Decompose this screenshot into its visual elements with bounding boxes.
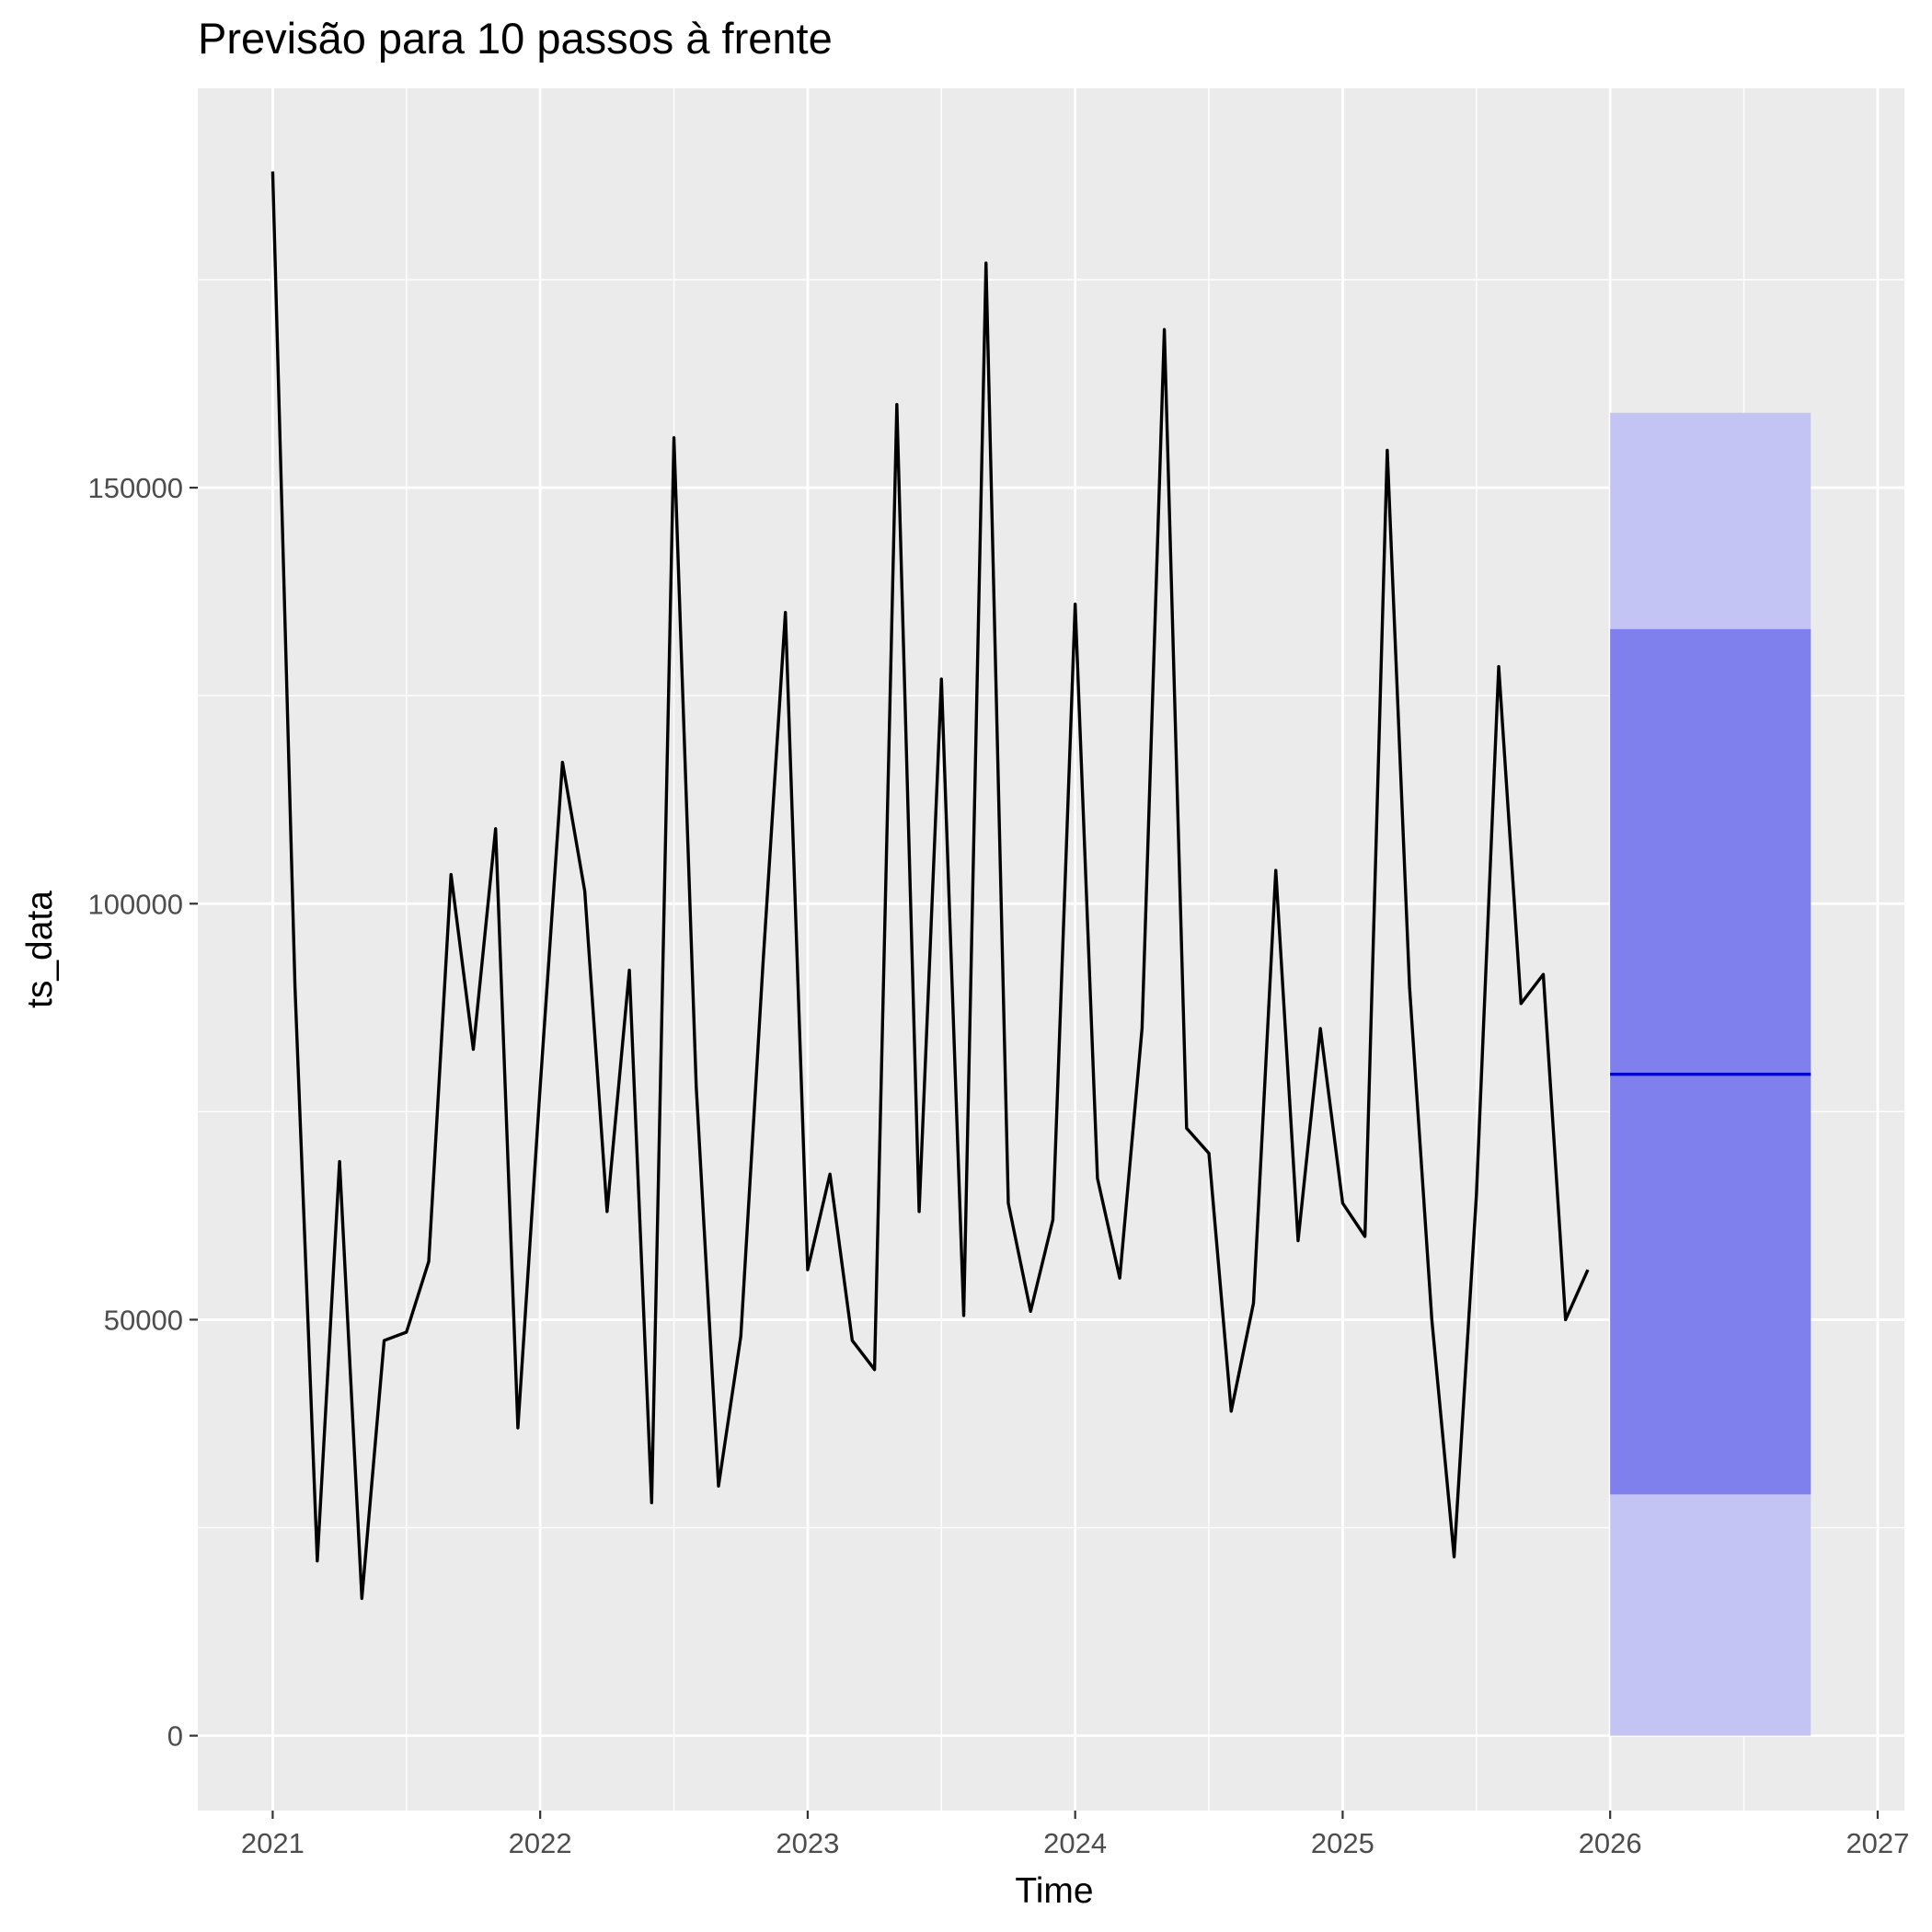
plot-title: Previsão para 10 passos à frente	[198, 14, 833, 63]
x-axis-title: Time	[1015, 1871, 1093, 1911]
x-axis: 2021 2022 2023 2024 2025 2026 2027	[241, 1811, 1909, 1859]
forecast-layer	[1610, 412, 1811, 1736]
x-tick-label: 2021	[241, 1827, 305, 1859]
y-axis: 0 50000 100000 150000	[88, 472, 198, 1753]
ts-data-series-line	[270, 171, 1590, 1601]
y-tick-label: 100000	[88, 888, 183, 920]
x-tick-label: 2024	[1043, 1827, 1107, 1859]
x-tick-label: 2026	[1579, 1827, 1642, 1859]
x-tick-label: 2023	[776, 1827, 839, 1859]
y-tick-label: 0	[167, 1720, 183, 1753]
series-layer	[270, 171, 1590, 1601]
y-tick-label: 50000	[104, 1304, 183, 1336]
x-tick-label: 2027	[1846, 1827, 1909, 1859]
x-tick-label: 2025	[1311, 1827, 1374, 1859]
x-tick-label: 2022	[509, 1827, 572, 1859]
y-tick-label: 150000	[88, 472, 183, 504]
y-axis-title: ts_data	[20, 891, 60, 1008]
forecast-interval-80	[1610, 628, 1811, 1495]
